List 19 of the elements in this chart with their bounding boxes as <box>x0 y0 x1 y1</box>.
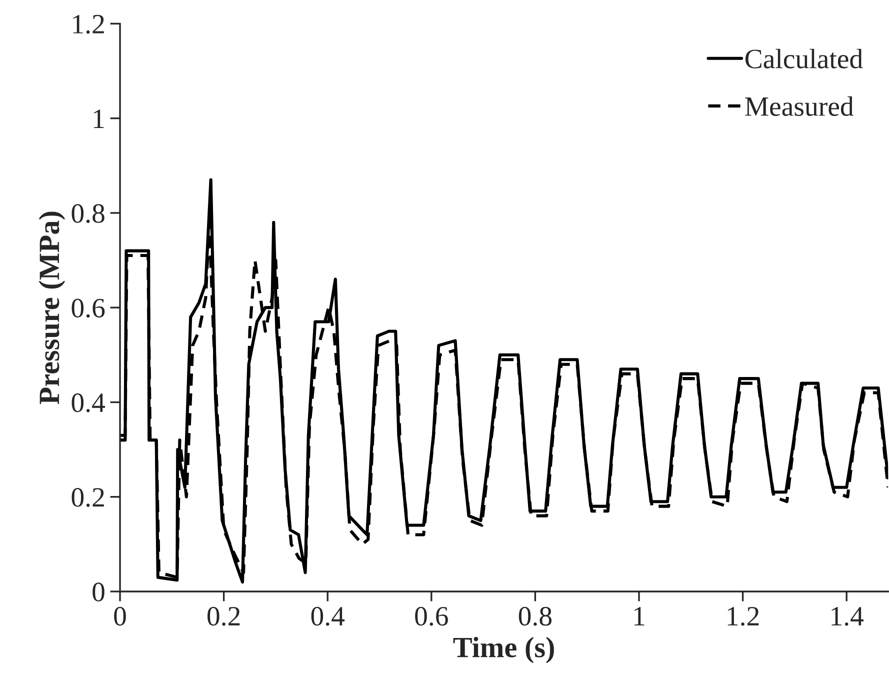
y-tick-label: 1.2 <box>73 14 104 34</box>
x-tick-label: 1 <box>634 607 644 626</box>
y-tick-label: 1 <box>94 110 104 128</box>
x-tick-label: 1.4 <box>832 607 864 626</box>
x-tick-label: 1.2 <box>728 606 759 626</box>
y-tick-label: 0.4 <box>72 393 105 412</box>
x-tick-label: 0.2 <box>208 606 240 626</box>
y-tick-label: 0.6 <box>72 298 105 318</box>
x-tick-label: 0.6 <box>415 606 448 626</box>
x-tick-label: 0.4 <box>311 606 345 626</box>
legend-label: Calculated <box>745 48 863 68</box>
y-tick-label: 0.8 <box>72 204 104 223</box>
x-axis-title: Time (s) <box>453 636 554 664</box>
y-tick-label: 0.2 <box>72 488 104 507</box>
x-tick-label: 0.8 <box>518 606 552 626</box>
x-tick-label: 0 <box>114 606 126 626</box>
y-axis-title: Pressure (MPa) <box>38 212 66 404</box>
legend-label: Measured <box>745 96 854 116</box>
y-tick-label: 0 <box>92 582 104 602</box>
